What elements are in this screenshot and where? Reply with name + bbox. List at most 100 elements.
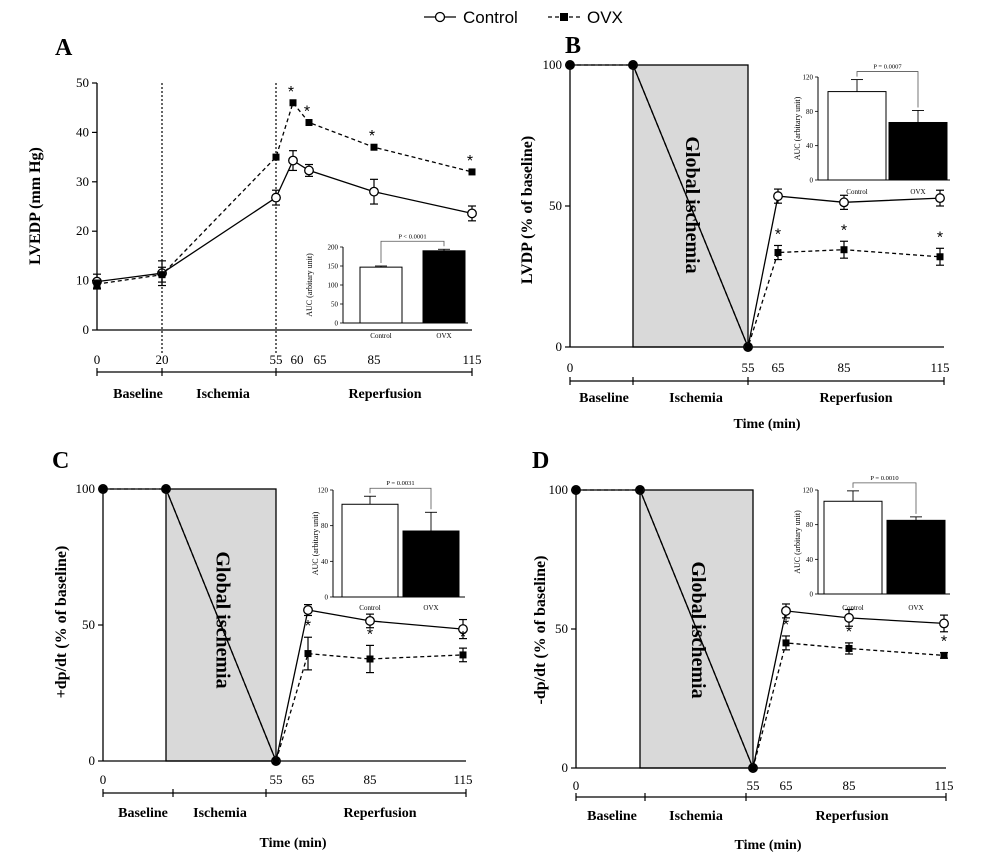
inset-y-tick-label: 100 xyxy=(328,282,339,290)
ovx-data-point xyxy=(459,651,467,659)
auc-inset: 0 40 80 120 AUC (arbitary unit) Control OVX P =… xyxy=(793,475,950,612)
inset-y-axis-label: AUC (arbitary unit) xyxy=(793,96,802,160)
significance-star: * xyxy=(367,626,373,643)
x-tick-label: 85 xyxy=(364,772,377,787)
control-data-point xyxy=(303,605,313,615)
y-tick-label: 40 xyxy=(76,124,89,139)
inset-p-value: P = 0.0031 xyxy=(386,480,414,487)
inset-significance-bracket xyxy=(856,71,919,108)
control-data-point xyxy=(365,615,375,626)
y-tick-label: 0 xyxy=(83,322,90,337)
ovx-series-line xyxy=(576,489,945,771)
y-axis-label: -dp/dt (% of baseline) xyxy=(532,556,549,705)
ovx-data-point xyxy=(305,119,313,127)
y-tick-label: 50 xyxy=(549,198,562,213)
y-axis-label: LVEDP (mm Hg) xyxy=(27,147,44,265)
panel-c: C Global ischemia 0 50 100 0 55 65 85 115 Baseline… xyxy=(52,448,473,851)
phase-label: Reperfusion xyxy=(815,809,888,824)
ovx-data-point xyxy=(468,168,476,176)
panel-letter: C xyxy=(52,448,69,474)
ovx-data-point xyxy=(940,651,948,659)
inset-category-label: OVX xyxy=(908,604,923,612)
inset-y-tick-label: 0 xyxy=(810,591,814,599)
x-tick-label: 65 xyxy=(314,352,327,367)
control-data-point xyxy=(467,208,477,219)
y-axis-label: LVDP (% of baseline) xyxy=(519,136,536,284)
ischemia-label: Global ischemia xyxy=(687,561,709,698)
phase-label: Reperfusion xyxy=(343,806,416,821)
control-data-point xyxy=(773,191,783,202)
significance-star: * xyxy=(846,624,852,641)
y-tick-label: 50 xyxy=(82,617,95,632)
ovx-data-point xyxy=(289,99,297,107)
inset-y-tick-label: 120 xyxy=(803,487,814,495)
inset-y-tick-label: 0 xyxy=(325,594,329,602)
significance-star: * xyxy=(941,634,947,651)
ovx-data-point xyxy=(840,246,848,254)
ovx-data-point xyxy=(749,764,757,772)
panel-d: D Global ischemia 0 50 100 0 55 65 85 115 Baseline… xyxy=(532,448,954,853)
legend-ovx-label: OVX xyxy=(587,8,623,27)
ovx-data-point xyxy=(158,271,166,279)
control-data-point xyxy=(458,624,468,635)
control-data-point xyxy=(288,155,298,166)
ovx-data-point xyxy=(370,143,378,151)
control-data-point xyxy=(844,612,854,623)
inset-significance-bracket xyxy=(380,240,445,263)
inset-category-label: Control xyxy=(359,604,380,612)
inset-bar-ovx xyxy=(888,121,948,181)
phase-label: Baseline xyxy=(587,809,637,824)
inset-bar-control xyxy=(827,91,887,181)
legend-ovx-marker xyxy=(560,13,568,21)
inset-y-tick-label: 80 xyxy=(806,108,814,116)
inset-category-label: Control xyxy=(370,332,391,340)
ovx-data-point xyxy=(782,639,790,647)
x-tick-label: 55 xyxy=(270,772,283,787)
inset-y-tick-label: 0 xyxy=(810,177,814,185)
significance-star: * xyxy=(841,222,847,239)
x-tick-label: 55 xyxy=(742,360,755,375)
panel-letter: D xyxy=(532,448,549,474)
ovx-data-point xyxy=(93,280,101,288)
y-tick-label: 100 xyxy=(543,57,563,72)
significance-star: * xyxy=(783,617,789,634)
ovx-data-point xyxy=(162,485,170,493)
control-data-point xyxy=(271,192,281,203)
y-tick-label: 0 xyxy=(562,760,569,775)
inset-y-tick-label: 40 xyxy=(806,142,814,150)
ischemia-label: Global ischemia xyxy=(211,551,233,688)
inset-y-axis-label: AUC (arbitary unit) xyxy=(311,511,320,575)
inset-y-axis-label: AUC (arbitary unit) xyxy=(793,510,802,574)
inset-p-value: P = 0.0010 xyxy=(870,475,898,482)
ovx-series-line xyxy=(570,64,941,349)
inset-category-label: Control xyxy=(842,604,863,612)
phase-label: Baseline xyxy=(118,806,168,821)
inset-y-tick-label: 120 xyxy=(803,74,814,82)
inset-significance-bracket xyxy=(852,482,917,514)
x-tick-label: 115 xyxy=(930,360,949,375)
ovx-data-point xyxy=(366,655,374,663)
inset-y-tick-label: 50 xyxy=(331,301,339,309)
inset-y-tick-label: 0 xyxy=(335,320,339,328)
ovx-data-point xyxy=(272,757,280,765)
x-tick-label: 65 xyxy=(302,772,315,787)
inset-bar-ovx xyxy=(422,250,466,324)
x-tick-label: 0 xyxy=(94,352,101,367)
inset-y-tick-label: 40 xyxy=(321,558,329,566)
significance-star: * xyxy=(775,226,781,243)
significance-star: * xyxy=(304,104,310,121)
x-tick-label: 85 xyxy=(843,778,856,793)
inset-y-tick-label: 80 xyxy=(321,522,329,530)
ischemia-label: Global ischemia xyxy=(681,136,703,273)
x-tick-label: 115 xyxy=(462,352,481,367)
inset-bar-ovx xyxy=(886,519,946,595)
x-tick-label: 0 xyxy=(573,778,580,793)
phase-label: Ischemia xyxy=(193,806,247,821)
control-data-point xyxy=(935,193,945,204)
y-tick-label: 0 xyxy=(556,339,563,354)
auc-inset: 0 40 80 120 AUC (arbitary unit) Control OVX P =… xyxy=(311,480,465,612)
significance-star: * xyxy=(305,618,311,635)
inset-y-axis-label: AUC (arbitary unit) xyxy=(305,253,314,317)
panel-letter: A xyxy=(55,35,73,61)
